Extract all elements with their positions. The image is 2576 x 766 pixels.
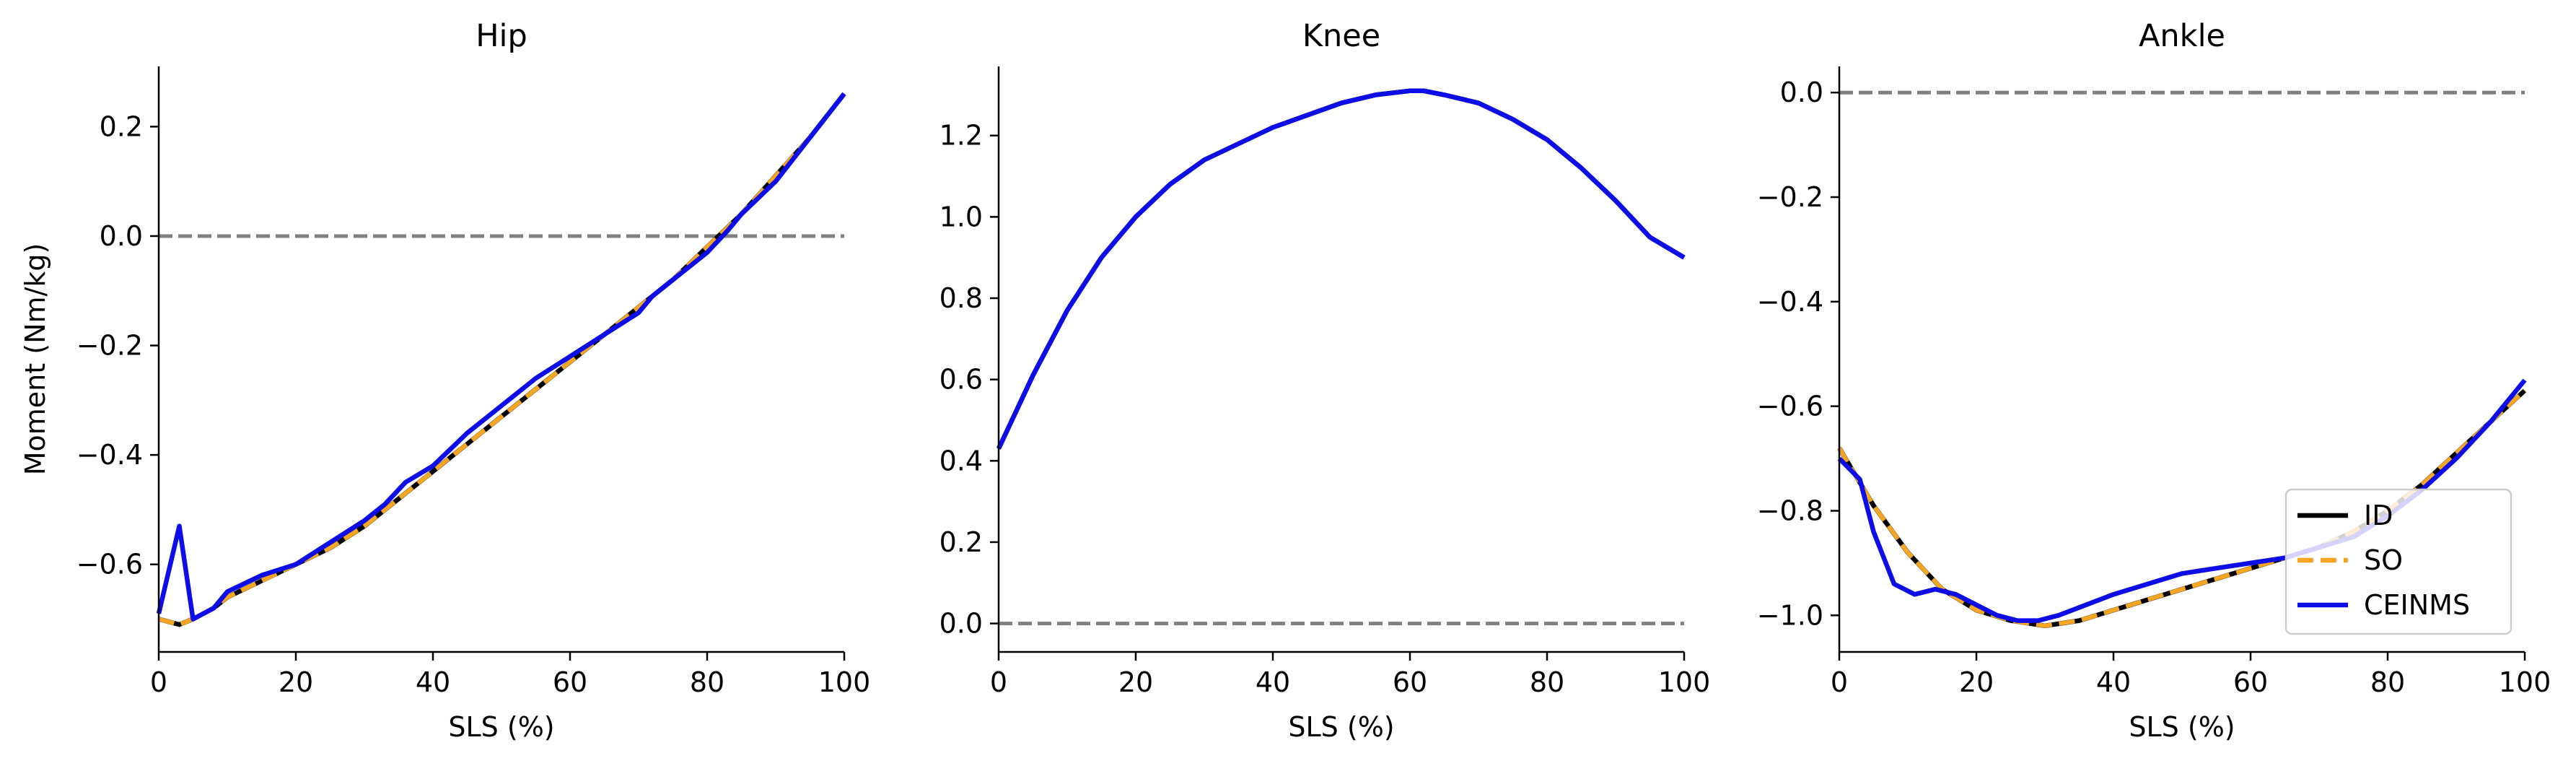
x-tick-label: 0 [150, 666, 167, 698]
y-tick-label: 0.0 [1780, 77, 1823, 108]
x-tick-label: 100 [1658, 666, 1711, 698]
y-tick-label: −0.8 [1757, 495, 1823, 526]
x-tick-label: 100 [818, 666, 871, 698]
y-tick-label: 1.0 [939, 201, 983, 232]
x-tick-label: 60 [553, 666, 587, 698]
x-axis-label: SLS (%) [1288, 711, 1394, 743]
x-tick-label: 60 [2233, 666, 2268, 698]
panel-title: Hip [476, 18, 527, 54]
y-tick-label: −0.4 [1757, 286, 1823, 318]
panel-hip: Hip 0 20 40 60 80 100 −0.6 −0.4 −0.2 0.0 0.2 SLS (%)… [19, 18, 870, 743]
series-line-ceinms [996, 88, 1686, 450]
x-tick-label: 60 [1393, 666, 1427, 698]
y-tick-label: 0.0 [100, 220, 143, 252]
x-axis-label: SLS (%) [2129, 711, 2235, 743]
x-tick-label: 80 [1530, 666, 1564, 698]
x-tick-label: 80 [2370, 666, 2405, 698]
x-axis-label: SLS (%) [448, 711, 554, 743]
y-tick-label: 1.2 [939, 120, 983, 152]
x-tick-label: 0 [990, 666, 1007, 698]
x-tick-label: 100 [2499, 666, 2551, 698]
y-tick-label: 0.2 [100, 110, 143, 142]
y-axis-label: Moment (Nm/kg) [19, 243, 51, 476]
panel-title: Ankle [2139, 18, 2225, 54]
series-line-ceinms [156, 92, 846, 622]
legend-box [2284, 488, 2513, 635]
y-tick-label: 0.2 [939, 526, 983, 558]
x-tick-label: 20 [1118, 666, 1153, 698]
panel-ankle: Ankle 0 20 40 60 80 100 −1.0 −0.8 −0.6 −0.4 −0.2 0.0… [1757, 18, 2551, 743]
legend-label-ceinms: CEINMS [2364, 589, 2470, 621]
panel-knee: Knee 0 20 40 60 80 100 0.0 0.2 0.4 0.6 0.8 1.0 1.2 SLS… [939, 18, 1711, 743]
x-tick-label: 40 [1256, 666, 1290, 698]
y-tick-label: −0.4 [76, 439, 143, 471]
series-line-so [996, 88, 1686, 450]
y-tick-label: −0.2 [1757, 181, 1823, 213]
y-tick-label: −0.2 [76, 330, 143, 362]
y-tick-label: −0.6 [76, 549, 143, 580]
y-tick-label: 0.6 [939, 364, 983, 396]
x-tick-label: 40 [2096, 666, 2131, 698]
x-tick-label: 40 [416, 666, 450, 698]
panel-title: Knee [1302, 18, 1380, 54]
y-tick-label: −1.0 [1757, 599, 1823, 631]
x-tick-label: 20 [1959, 666, 1994, 698]
legend-label-id: ID [2364, 500, 2393, 531]
x-tick-label: 0 [1831, 666, 1848, 698]
series-line-id [996, 88, 1686, 450]
legend-label-so: SO [2364, 544, 2403, 576]
y-tick-label: −0.6 [1757, 391, 1823, 422]
series-line-so [158, 92, 846, 627]
y-tick-label: 0.0 [939, 608, 983, 640]
y-tick-label: 0.4 [939, 445, 983, 476]
x-tick-label: 80 [690, 666, 724, 698]
y-tick-label: 0.8 [939, 282, 983, 314]
legend: ID SO CEINMS [2284, 488, 2513, 635]
x-tick-label: 20 [279, 666, 313, 698]
series-line-id [158, 92, 846, 627]
